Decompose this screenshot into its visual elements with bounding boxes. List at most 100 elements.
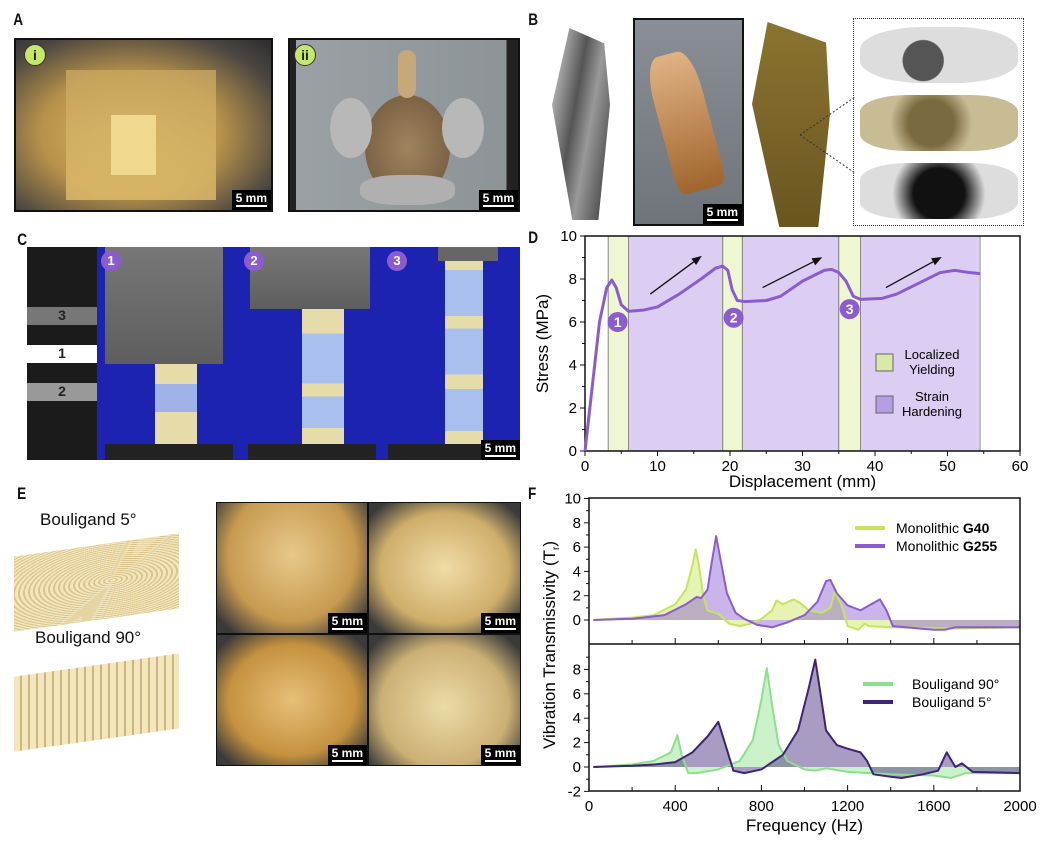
series-fill	[593, 659, 1020, 778]
photo-bouligand-5-side: 5 mm	[369, 503, 520, 633]
localized-yielding-region	[607, 235, 629, 452]
y-axis-label-end: )	[540, 541, 559, 547]
stage-badge-1: 1	[101, 251, 121, 271]
badge-ii: ii	[294, 44, 316, 66]
y-tick-label: 0	[573, 612, 581, 629]
x-tick-label: 0	[585, 798, 593, 815]
legend-label: Bouligand 90°	[912, 676, 999, 692]
legend-label: Hardening	[902, 404, 962, 419]
cross-section-render	[860, 27, 1018, 83]
printed-hand	[642, 47, 728, 197]
legend-label: Monolithic G255	[896, 538, 997, 554]
grip	[250, 247, 370, 309]
specimen	[155, 364, 197, 444]
turtle-rear	[360, 175, 455, 205]
x-tick-label: 20	[722, 458, 739, 475]
x-tick-label: 50	[939, 458, 956, 475]
panel-label-b: B	[528, 10, 539, 29]
lower-grip	[105, 444, 233, 460]
cross-section-ct	[860, 163, 1018, 219]
photo-grid: 5 mm 5 mm 5 mm 5 mm	[216, 502, 521, 766]
y-tick-label: 2	[573, 735, 581, 752]
photo-bouligand-90-side: 5 mm	[369, 635, 520, 765]
x-tick-label: 1600	[917, 798, 950, 815]
arrow-head	[931, 256, 942, 266]
photo-tensile-stage-2: 2	[240, 247, 383, 460]
x-axis-label: Displacement (mm)	[729, 472, 876, 491]
panel-label-a: A	[13, 10, 24, 29]
x-tick-label: 40	[867, 458, 884, 475]
x-tick-label: 60	[1012, 458, 1029, 475]
legend-label: Monolithic G40	[896, 520, 990, 536]
panel-label-c: C	[17, 230, 28, 249]
label-bouligand-90: Bouligand 90°	[35, 628, 142, 647]
turtle-head	[398, 50, 416, 98]
stage-marker	[607, 312, 628, 332]
photo-turtle: ii 5 mm	[288, 38, 520, 212]
panel-label-d: D	[528, 228, 539, 247]
label-bouligand-5: Bouligand 5°	[40, 510, 137, 529]
scale-bar: 5 mm	[478, 190, 518, 210]
y-tick-label: 6	[573, 686, 581, 703]
stage-marker-label: 1	[614, 314, 622, 330]
stress-displacement-chart: 0 10 20 30 40 50 60 0 2 4 6 8 10 Displacement (mm) Str…	[533, 228, 1029, 491]
x-tick-label: 2000	[1003, 798, 1036, 815]
photo-bouligand-5-top: 5 mm	[217, 503, 367, 633]
grip	[105, 247, 223, 364]
y-tick-label: -2	[568, 783, 581, 800]
y-tick-label: 6	[569, 314, 577, 331]
legend-label: Localized	[905, 347, 960, 362]
render-bouligand-90	[14, 653, 179, 752]
stage-marker	[723, 307, 744, 328]
series-line	[593, 548, 1021, 631]
x-tick-label: 0	[581, 458, 589, 475]
x-tick-label: 800	[749, 798, 774, 815]
y-tick-label: 4	[569, 357, 577, 374]
x-tick-label: 10	[649, 458, 666, 475]
y-tick-label: 2	[569, 400, 577, 417]
grip	[438, 247, 498, 261]
embedded-pattern	[111, 115, 156, 175]
y-tick-label: 10	[560, 228, 577, 245]
x-tick-label: 400	[663, 798, 688, 815]
y-axis-label: Stress (MPa)	[533, 294, 552, 393]
stage-badge-2: 2	[244, 251, 264, 271]
strain-hardening-region	[741, 235, 840, 452]
y-tick-label: 0	[569, 443, 577, 460]
legend-label-bold: G40	[963, 520, 990, 536]
legend-label-bold: G255	[963, 538, 997, 554]
lower-grip	[248, 444, 376, 460]
y-tick-label: 8	[573, 661, 581, 678]
stage-marker	[839, 299, 860, 320]
series-fill	[593, 668, 1020, 778]
x-tick-label: 1200	[831, 798, 864, 815]
y-tick-label: 4	[573, 563, 581, 580]
series-line	[593, 535, 1020, 631]
photo-tensile-stage-1: 1	[97, 247, 240, 460]
cross-section-photo	[860, 95, 1018, 151]
y-tick-label: 10	[564, 491, 581, 508]
turtle-flipper	[442, 98, 484, 158]
photo-printed-hand: 5 mm	[633, 18, 744, 226]
panel-label-e: E	[17, 484, 27, 503]
strip-label-3: 3	[27, 307, 97, 325]
trend-arrow	[885, 261, 934, 289]
y-tick-label: 0	[573, 759, 581, 776]
y-tick-label: 2	[573, 588, 581, 605]
strip-label-1: 1	[27, 345, 97, 363]
badge-i: i	[24, 44, 46, 66]
stage-marker-label: 2	[730, 310, 738, 326]
strain-hardening-region	[628, 235, 724, 452]
photo-printed-block: i 5 mm	[14, 38, 273, 212]
stage-marker-label: 3	[846, 301, 854, 317]
legend-label: Yielding	[909, 362, 955, 377]
strip-label-2: 2	[27, 383, 97, 401]
render-bouligand-5	[14, 533, 179, 632]
series-fill	[593, 536, 1020, 630]
legend-swatch-harden	[875, 395, 894, 414]
specimen	[445, 261, 483, 444]
cross-section-box	[853, 18, 1024, 226]
legend-label: Strain	[915, 389, 949, 404]
x-tick-label: 30	[794, 458, 811, 475]
